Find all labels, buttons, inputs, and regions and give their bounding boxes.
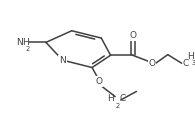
Text: 3: 3 xyxy=(191,60,195,66)
Text: 2: 2 xyxy=(115,103,120,108)
Text: C: C xyxy=(182,59,188,68)
Text: O: O xyxy=(149,59,156,68)
Text: H: H xyxy=(188,52,194,61)
Text: N: N xyxy=(16,38,23,47)
Text: 2: 2 xyxy=(25,46,29,52)
Text: H: H xyxy=(107,94,114,103)
Text: C: C xyxy=(119,94,126,103)
Text: O: O xyxy=(95,77,102,86)
Text: N: N xyxy=(59,56,66,65)
Text: H: H xyxy=(23,38,29,47)
Text: O: O xyxy=(129,31,136,40)
